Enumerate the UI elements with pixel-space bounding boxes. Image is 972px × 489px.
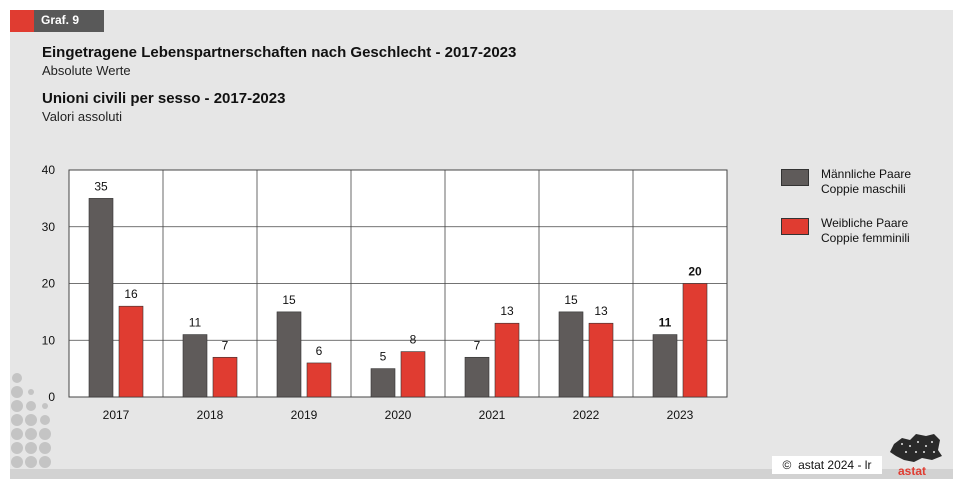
data-label: 16	[124, 287, 138, 301]
data-label: 7	[222, 338, 229, 352]
astat-logo-text: astat	[898, 464, 927, 478]
data-label: 6	[316, 344, 323, 358]
bar-female	[400, 351, 426, 398]
data-label: 8	[410, 333, 417, 347]
data-label: 7	[474, 338, 481, 352]
bar-male	[370, 368, 396, 398]
bar-female	[494, 322, 520, 398]
bar-female	[118, 305, 144, 398]
x-tick-label: 2022	[573, 408, 600, 422]
y-tick-label: 10	[42, 333, 56, 347]
y-tick-label: 40	[42, 163, 56, 177]
y-tick-label: 0	[48, 390, 55, 404]
bar-female	[306, 362, 332, 398]
chart-title-de: Eingetragene Lebenspartnerschaften nach …	[42, 44, 517, 61]
data-label: 13	[594, 304, 608, 318]
figure-badge-label: Graf. 9	[41, 13, 80, 27]
chart-panel: Graf. 9 Eingetragene Lebenspartnerschaft…	[10, 10, 953, 479]
data-label: 11	[189, 316, 202, 330]
legend-label-male-de: Männliche Paare	[821, 167, 912, 181]
data-label: 5	[380, 350, 387, 364]
astat-map-logo-icon	[890, 434, 942, 462]
figure-badge-accent	[10, 10, 34, 32]
x-tick-label: 2017	[103, 408, 130, 422]
plot-border	[68, 169, 728, 398]
x-tick-label: 2018	[197, 408, 224, 422]
legend-item-female: Weibliche Paare Coppie femminili	[781, 216, 941, 256]
data-label: 35	[94, 179, 108, 193]
x-tick-label: 2019	[291, 408, 318, 422]
chart-subtitle-de: Absolute Werte	[42, 63, 131, 78]
data-label: 20	[688, 265, 702, 279]
data-label: 15	[564, 293, 578, 307]
legend-item-male: Männliche Paare Coppie maschili	[781, 167, 941, 207]
copyright-box: © astat 2024 - lr	[772, 456, 882, 474]
x-tick-label: 2021	[479, 408, 506, 422]
bar-male	[652, 334, 678, 398]
bar-male	[276, 311, 302, 398]
bar-male	[464, 356, 490, 398]
x-tick-label: 2020	[385, 408, 412, 422]
data-label: 13	[500, 304, 514, 318]
bar-female	[588, 322, 614, 398]
chart-subtitle-it: Valori assoluti	[42, 109, 122, 124]
bar-male	[558, 311, 584, 398]
copyright-icon: ©	[782, 458, 792, 472]
chart-title-it: Unioni civili per sesso - 2017-2023	[42, 90, 286, 107]
legend-swatch-male	[781, 169, 809, 186]
decorative-dots-icon	[11, 373, 51, 468]
bar-male	[88, 198, 114, 398]
y-tick-label: 20	[42, 277, 56, 291]
data-label: 11	[659, 316, 672, 330]
legend-label-male-it: Coppie maschili	[821, 182, 906, 196]
legend-label-female-de: Weibliche Paare	[821, 216, 909, 230]
bar-female	[682, 283, 708, 398]
y-tick-label: 30	[42, 220, 56, 234]
legend-swatch-female	[781, 218, 809, 235]
legend-label-female-it: Coppie femminili	[821, 231, 910, 245]
bottom-band	[10, 469, 953, 479]
x-tick-label: 2023	[667, 408, 694, 422]
bar-female	[212, 356, 238, 398]
bar-male	[182, 334, 208, 398]
copyright-text: astat 2024 - lr	[798, 458, 872, 472]
bar-chart: 0 10 20 30 40 35 16 2017 11 7 2018 15 6 2019 5 8 2020 7 13…	[42, 163, 728, 422]
data-label: 15	[282, 293, 296, 307]
